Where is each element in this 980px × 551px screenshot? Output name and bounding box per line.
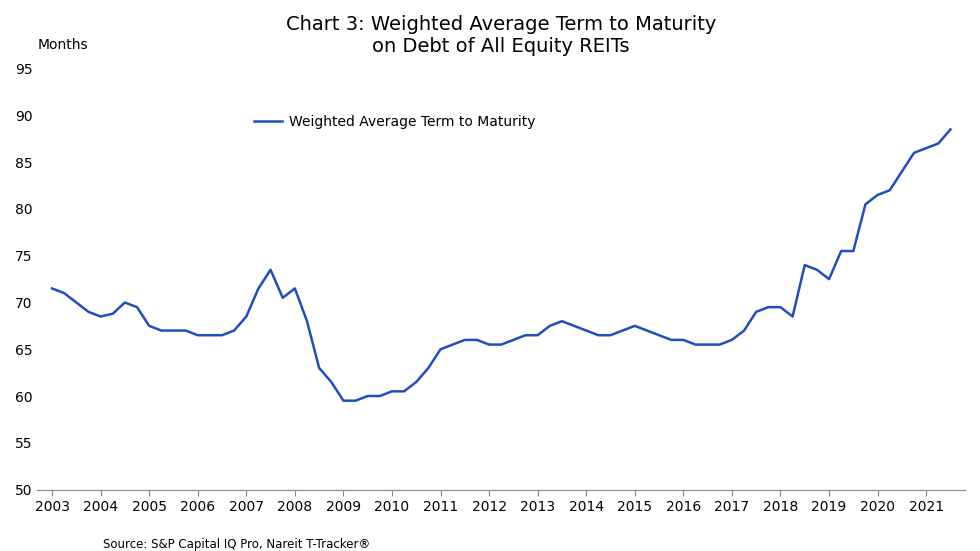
Weighted Average Term to Maturity bbox=[774, 304, 786, 310]
Weighted Average Term to Maturity bbox=[738, 327, 750, 334]
Weighted Average Term to Maturity bbox=[762, 304, 774, 310]
Text: Source: S&P Capital IQ Pro, Nareit T-Tracker®: Source: S&P Capital IQ Pro, Nareit T-Tra… bbox=[103, 538, 370, 551]
Text: Months: Months bbox=[37, 38, 88, 52]
Weighted Average Term to Maturity bbox=[46, 285, 58, 292]
Weighted Average Term to Maturity bbox=[337, 397, 349, 404]
Weighted Average Term to Maturity bbox=[945, 126, 956, 133]
Title: Chart 3: Weighted Average Term to Maturity
on Debt of All Equity REITs: Chart 3: Weighted Average Term to Maturi… bbox=[286, 15, 716, 56]
Weighted Average Term to Maturity bbox=[799, 262, 810, 268]
Legend: Weighted Average Term to Maturity: Weighted Average Term to Maturity bbox=[249, 109, 541, 134]
Weighted Average Term to Maturity bbox=[119, 299, 130, 306]
Line: Weighted Average Term to Maturity: Weighted Average Term to Maturity bbox=[52, 129, 951, 401]
Weighted Average Term to Maturity bbox=[859, 201, 871, 208]
